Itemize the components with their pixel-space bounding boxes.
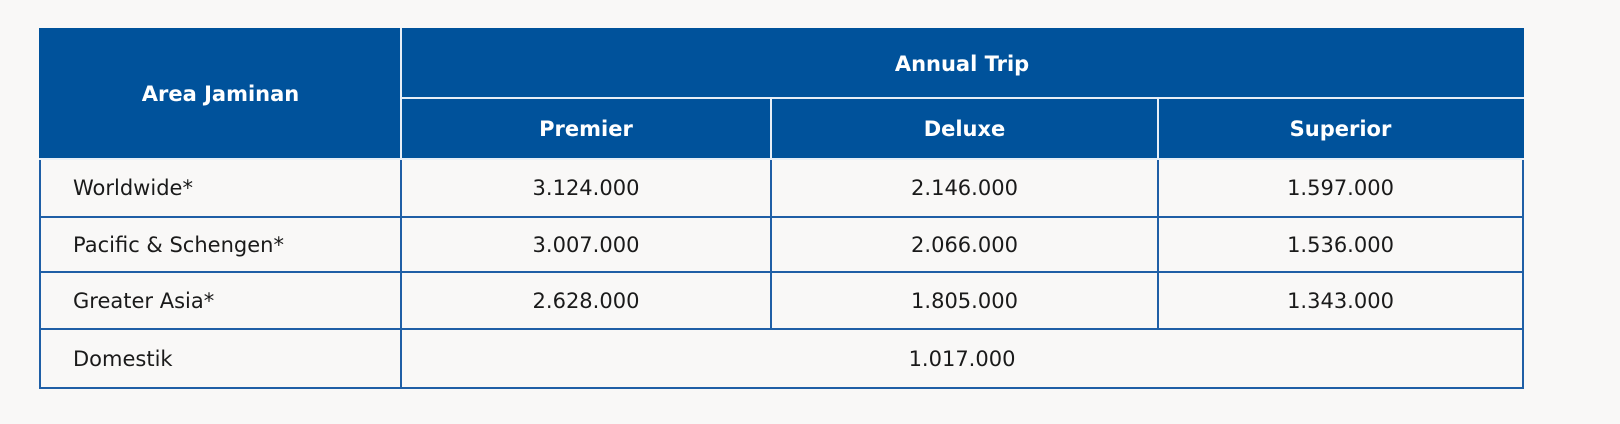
header-superior: Superior	[1156, 97, 1525, 160]
header-annual-trip: Annual Trip	[399, 28, 1525, 99]
table-row: Worldwide* 3.124.000 2.146.000 1.597.000	[39, 158, 1525, 218]
header-area-jaminan: Area Jaminan	[39, 28, 402, 160]
area-cell: Worldwide*	[39, 158, 402, 218]
value-cell: 1.597.000	[1156, 158, 1525, 218]
value-cell: 3.124.000	[400, 158, 772, 218]
value-cell: 1.017.000	[399, 328, 1525, 389]
header-deluxe: Deluxe	[770, 97, 1159, 160]
value-cell: 2.146.000	[770, 158, 1159, 218]
value-cell: 1.536.000	[1156, 216, 1525, 273]
header-premier: Premier	[400, 97, 772, 160]
value-cell: 2.066.000	[770, 216, 1159, 273]
area-cell: Pacific & Schengen*	[39, 216, 402, 273]
area-cell: Greater Asia*	[39, 271, 402, 330]
premium-table: Area Jaminan Annual Trip Premier Deluxe …	[39, 28, 1525, 389]
area-cell: Domestik	[39, 328, 402, 389]
table-row: Pacific & Schengen* 3.007.000 2.066.000 …	[39, 216, 1525, 273]
table-row: Greater Asia* 2.628.000 1.805.000 1.343.…	[39, 271, 1525, 330]
value-cell: 1.343.000	[1156, 271, 1525, 330]
value-cell: 2.628.000	[400, 271, 772, 330]
table-row-domestic: Domestik 1.017.000	[39, 328, 1525, 389]
value-cell: 1.805.000	[770, 271, 1159, 330]
value-cell: 3.007.000	[400, 216, 772, 273]
